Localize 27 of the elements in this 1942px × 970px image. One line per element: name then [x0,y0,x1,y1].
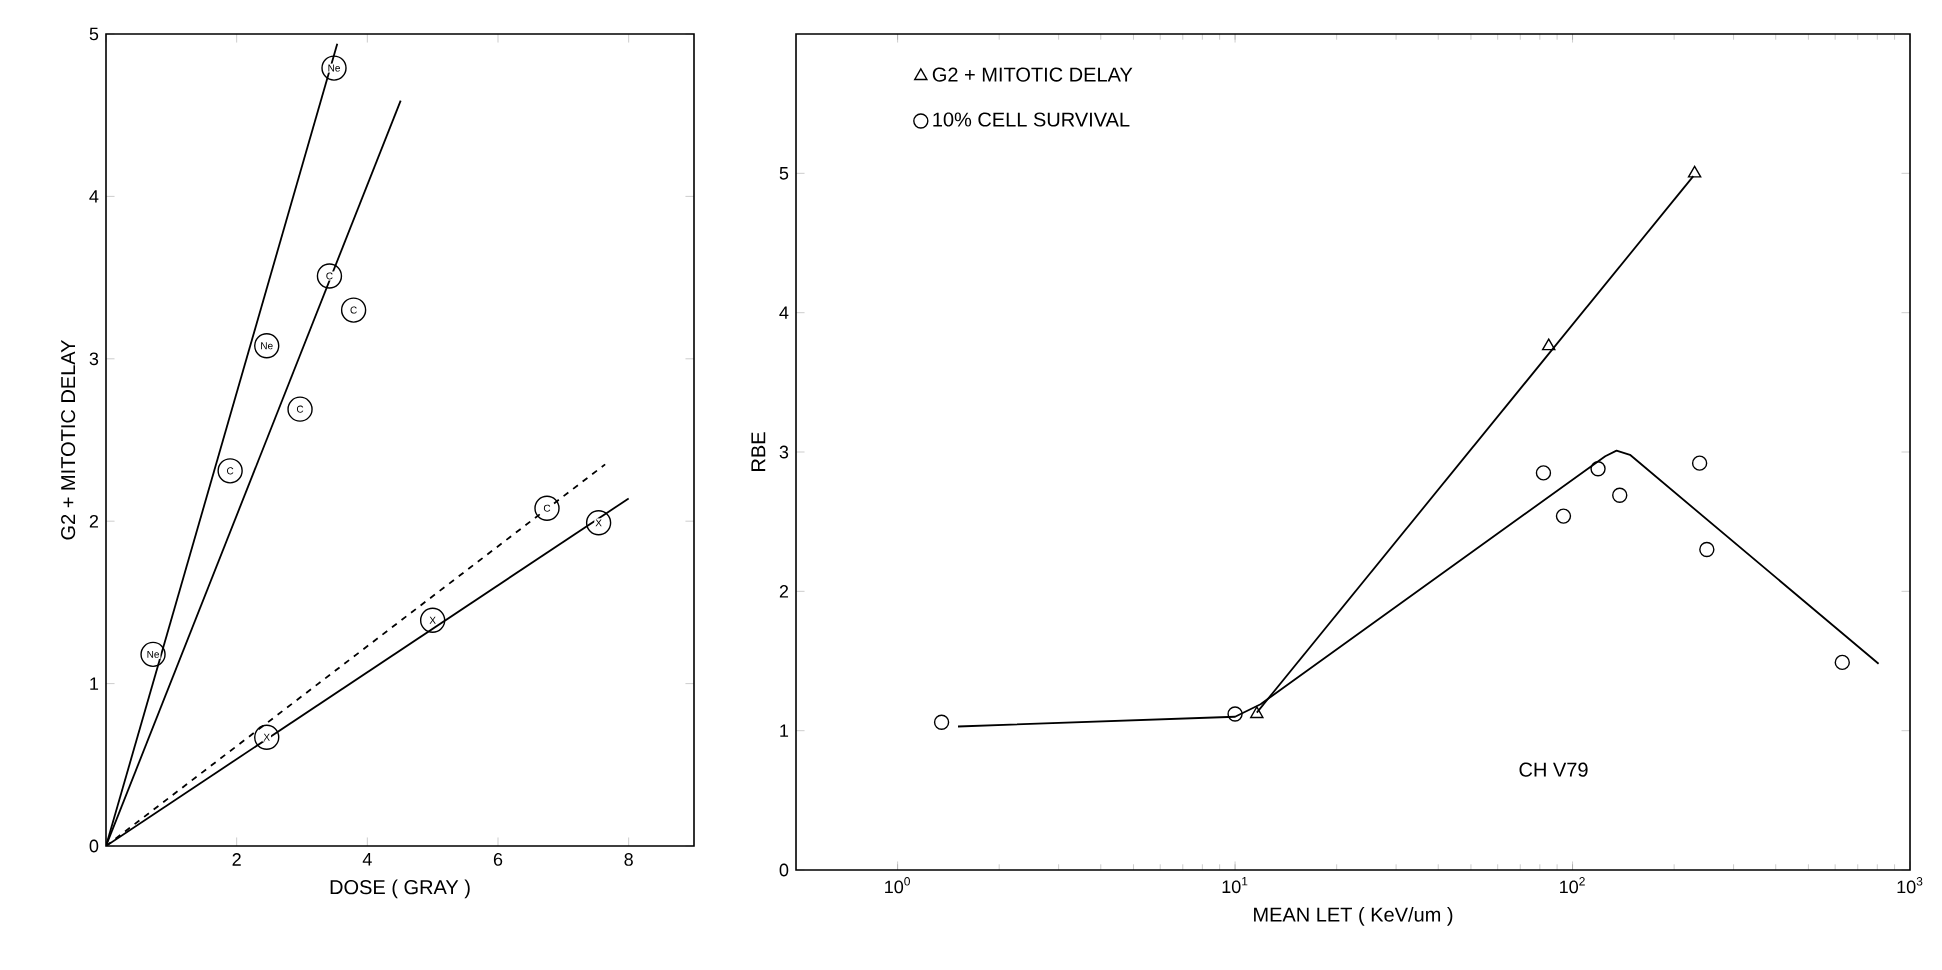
x-tick-label: 10$^{2}$ [1560,877,1585,894]
y-tick-label: 0 [89,839,99,853]
legend-label: 10% CELL SURVIVAL [933,112,1130,127]
y-tick-label: 5 [779,167,789,180]
x-tick-label: 10$^{0}$ [885,877,910,894]
x-tick-label: 6 [493,853,503,866]
y-tick-label: 3 [89,352,99,366]
x-tick-label: 4 [362,853,372,866]
y-tick-label: 0 [779,863,789,877]
y-tick-label: 2 [779,585,789,598]
y-tick-label: 2 [89,514,99,528]
x-tick-label: 8 [624,853,633,866]
y-tick-label: 1 [780,724,789,737]
y-tick-label: 4 [89,190,99,203]
x-axis-title: DOSE ( GRAY ) [330,879,470,899]
x-axis-title: MEAN LET ( KeV/um ) [1254,907,1453,926]
annotation: CH V79 [1519,762,1588,777]
x-tick-label: 10$^{3}$ [1897,877,1923,894]
y-tick-label: 5 [89,27,99,41]
y-tick-label: 1 [90,677,99,690]
y-tick-label: 3 [779,445,789,459]
x-tick-label: 10$^{1}$ [1222,877,1248,894]
y-axis-title: RBE [751,432,766,471]
y-tick-label: 4 [779,306,789,319]
x-tick-label: 2 [232,853,241,866]
y-axis-title: G2 + MITOTIC DELAY [61,339,76,540]
legend-label: G2 + MITOTIC DELAY [932,67,1133,82]
